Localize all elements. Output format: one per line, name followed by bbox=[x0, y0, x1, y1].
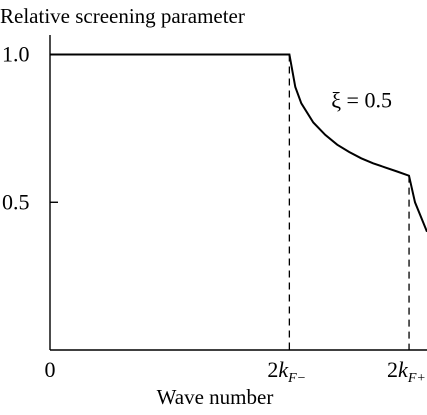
y-axis-title: Relative screening parameter bbox=[0, 4, 245, 28]
screening-curve bbox=[50, 53, 427, 233]
y-tick-label: 0.5 bbox=[2, 189, 30, 214]
x-tick-label: 2kF+ bbox=[387, 357, 426, 386]
y-ticks: 1.0 0.5 bbox=[2, 42, 58, 214]
x-ticks: 0 2kF− 2kF+ bbox=[45, 357, 426, 386]
xi-annotation: ξ = 0.5 bbox=[331, 88, 392, 113]
y-tick-label: 1.0 bbox=[2, 42, 30, 67]
x-axis-title: Wave number bbox=[157, 385, 274, 409]
x-tick-label: 2kF− bbox=[267, 357, 306, 386]
dashed-guides bbox=[288, 54, 410, 350]
x-tick-label: 0 bbox=[45, 357, 56, 382]
